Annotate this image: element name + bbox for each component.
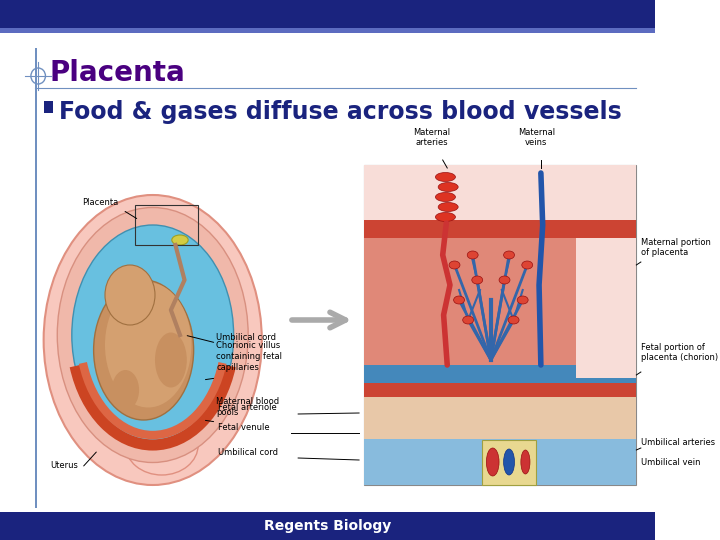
Ellipse shape <box>58 207 248 462</box>
Ellipse shape <box>463 316 474 324</box>
Ellipse shape <box>508 316 519 324</box>
Ellipse shape <box>172 235 188 245</box>
Bar <box>135 205 198 245</box>
Ellipse shape <box>436 192 456 201</box>
Ellipse shape <box>467 251 478 259</box>
Ellipse shape <box>125 415 198 475</box>
Text: Maternal portion
of placenta: Maternal portion of placenta <box>641 238 711 257</box>
Bar <box>0 0 654 28</box>
Bar <box>364 220 636 238</box>
Text: Chorionic villus
containing fetal
capillaries: Chorionic villus containing fetal capill… <box>216 341 282 372</box>
Bar <box>482 440 536 485</box>
Ellipse shape <box>454 296 464 304</box>
Ellipse shape <box>112 370 139 410</box>
Bar <box>364 165 636 485</box>
Bar <box>35 48 37 508</box>
Bar <box>364 238 576 378</box>
Ellipse shape <box>72 225 233 445</box>
Bar <box>0 512 654 540</box>
Ellipse shape <box>472 276 482 284</box>
Text: Placenta: Placenta <box>82 198 118 207</box>
Bar <box>364 365 636 383</box>
Ellipse shape <box>449 261 460 269</box>
Text: Fetal portion of
placenta (chorion): Fetal portion of placenta (chorion) <box>641 342 718 362</box>
Text: Maternal
veins: Maternal veins <box>518 127 555 147</box>
Ellipse shape <box>486 448 499 476</box>
Text: Fetal arteriole: Fetal arteriole <box>218 403 277 412</box>
Ellipse shape <box>94 280 194 420</box>
Text: Regents Biology: Regents Biology <box>264 519 391 533</box>
Ellipse shape <box>521 450 530 474</box>
Bar <box>364 397 636 439</box>
Text: Uterus: Uterus <box>50 461 78 470</box>
Bar <box>364 439 636 485</box>
Ellipse shape <box>503 449 515 475</box>
Bar <box>364 165 636 220</box>
Bar <box>576 238 636 378</box>
Ellipse shape <box>517 296 528 304</box>
Text: Umbilical cord: Umbilical cord <box>216 333 276 342</box>
Text: Placenta: Placenta <box>50 59 186 87</box>
Ellipse shape <box>499 276 510 284</box>
Bar <box>0 28 654 33</box>
Text: Fetal venule: Fetal venule <box>218 423 270 432</box>
Ellipse shape <box>438 202 458 212</box>
Bar <box>44 101 53 113</box>
Text: Maternal blood
pools: Maternal blood pools <box>216 397 279 417</box>
Ellipse shape <box>436 213 456 221</box>
Ellipse shape <box>436 172 456 181</box>
Text: Food & gases diffuse across blood vessels: Food & gases diffuse across blood vessel… <box>59 100 622 124</box>
Text: Umbilical vein: Umbilical vein <box>641 458 701 467</box>
Ellipse shape <box>105 265 155 325</box>
Bar <box>364 383 636 397</box>
Ellipse shape <box>44 195 262 485</box>
Ellipse shape <box>503 251 515 259</box>
Ellipse shape <box>155 333 186 388</box>
Text: Umbilical arteries: Umbilical arteries <box>641 438 715 447</box>
Ellipse shape <box>438 183 458 192</box>
Ellipse shape <box>522 261 533 269</box>
Text: Maternal
arteries: Maternal arteries <box>413 127 450 147</box>
Ellipse shape <box>105 282 192 408</box>
Text: Umbilical cord: Umbilical cord <box>218 448 278 457</box>
